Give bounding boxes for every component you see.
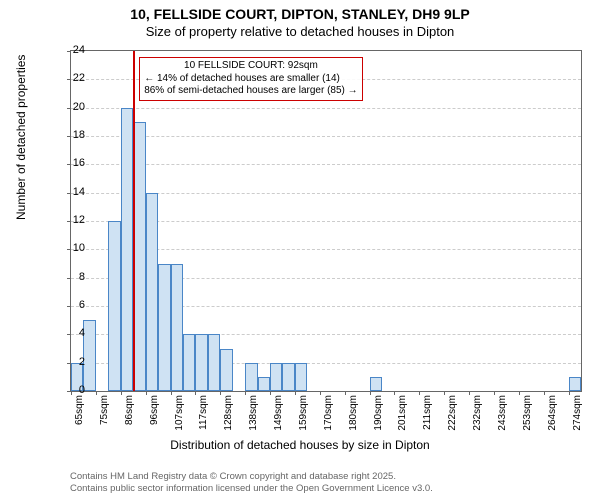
- gridline: [71, 136, 581, 137]
- ytick-label: 14: [55, 186, 85, 198]
- histogram-bar: [370, 377, 382, 391]
- xtick-label: 222sqm: [447, 395, 458, 431]
- xtick-mark: [245, 391, 246, 395]
- chart-container: 10, FELLSIDE COURT, DIPTON, STANLEY, DH9…: [0, 0, 600, 500]
- histogram-bar: [270, 363, 282, 391]
- xtick-mark: [569, 391, 570, 395]
- xtick-label: 138sqm: [248, 395, 259, 431]
- xtick-label: 253sqm: [522, 395, 533, 431]
- xtick-mark: [270, 391, 271, 395]
- histogram-bar: [282, 363, 294, 391]
- ytick-label: 10: [55, 242, 85, 254]
- ytick-label: 20: [55, 101, 85, 113]
- y-axis-label: Number of detached properties: [14, 55, 28, 220]
- gridline: [71, 164, 581, 165]
- histogram-bar: [220, 349, 232, 392]
- xtick-mark: [370, 391, 371, 395]
- ytick-label: 0: [55, 384, 85, 396]
- histogram-bar: [108, 221, 120, 391]
- ytick-label: 2: [55, 356, 85, 368]
- xtick-label: 180sqm: [348, 395, 359, 431]
- xtick-label: 128sqm: [223, 395, 234, 431]
- histogram-bar: [208, 334, 220, 391]
- x-axis-label: Distribution of detached houses by size …: [0, 438, 600, 452]
- xtick-label: 86sqm: [124, 395, 135, 425]
- histogram-bar: [158, 264, 170, 392]
- xtick-mark: [220, 391, 221, 395]
- chart-subtitle: Size of property relative to detached ho…: [0, 22, 600, 39]
- plot-area: 65sqm75sqm86sqm96sqm107sqm117sqm128sqm13…: [70, 50, 582, 392]
- ytick-label: 24: [55, 44, 85, 56]
- xtick-label: 149sqm: [273, 395, 284, 431]
- ytick-label: 22: [55, 72, 85, 84]
- footer-line-1: Contains HM Land Registry data © Crown c…: [70, 471, 433, 482]
- histogram-bar: [121, 108, 133, 391]
- xtick-label: 201sqm: [397, 395, 408, 431]
- histogram-bar: [183, 334, 195, 391]
- xtick-label: 264sqm: [547, 395, 558, 431]
- xtick-label: 117sqm: [198, 395, 209, 430]
- chart-title-address: 10, FELLSIDE COURT, DIPTON, STANLEY, DH9…: [0, 0, 600, 22]
- xtick-label: 96sqm: [149, 395, 160, 425]
- xtick-mark: [394, 391, 395, 395]
- gridline: [71, 108, 581, 109]
- histogram-bar: [171, 264, 183, 392]
- xtick-label: 75sqm: [99, 395, 110, 425]
- histogram-bar: [295, 363, 307, 391]
- histogram-bar: [195, 334, 207, 391]
- histogram-bar: [146, 193, 158, 391]
- histogram-bar: [83, 320, 95, 391]
- xtick-label: 190sqm: [373, 395, 384, 431]
- xtick-mark: [519, 391, 520, 395]
- xtick-mark: [419, 391, 420, 395]
- xtick-label: 170sqm: [323, 395, 334, 431]
- xtick-label: 243sqm: [497, 395, 508, 431]
- xtick-mark: [195, 391, 196, 395]
- histogram-bar: [245, 363, 257, 391]
- xtick-mark: [544, 391, 545, 395]
- xtick-mark: [345, 391, 346, 395]
- ytick-label: 16: [55, 157, 85, 169]
- xtick-label: 107sqm: [174, 395, 185, 431]
- xtick-mark: [96, 391, 97, 395]
- footer-line-2: Contains public sector information licen…: [70, 483, 433, 494]
- xtick-label: 274sqm: [572, 395, 583, 431]
- ytick-label: 6: [55, 299, 85, 311]
- reference-line: [133, 51, 135, 391]
- xtick-mark: [171, 391, 172, 395]
- ytick-label: 12: [55, 214, 85, 226]
- ytick-label: 18: [55, 129, 85, 141]
- annotation-line: 10 FELLSIDE COURT: 92sqm: [144, 60, 357, 73]
- xtick-mark: [320, 391, 321, 395]
- xtick-mark: [146, 391, 147, 395]
- histogram-bar: [258, 377, 270, 391]
- ytick-label: 4: [55, 327, 85, 339]
- histogram-bar: [569, 377, 581, 391]
- xtick-mark: [494, 391, 495, 395]
- xtick-label: 159sqm: [298, 395, 309, 431]
- xtick-label: 232sqm: [472, 395, 483, 431]
- xtick-label: 211sqm: [422, 395, 433, 430]
- xtick-mark: [295, 391, 296, 395]
- xtick-mark: [121, 391, 122, 395]
- xtick-mark: [444, 391, 445, 395]
- annotation-line: 86% of semi-detached houses are larger (…: [144, 85, 357, 98]
- annotation-box: 10 FELLSIDE COURT: 92sqm← 14% of detache…: [139, 57, 362, 101]
- xtick-label: 65sqm: [74, 395, 85, 425]
- ytick-label: 8: [55, 271, 85, 283]
- annotation-line: ← 14% of detached houses are smaller (14…: [144, 73, 357, 86]
- xtick-mark: [469, 391, 470, 395]
- footer-attribution: Contains HM Land Registry data © Crown c…: [70, 471, 433, 494]
